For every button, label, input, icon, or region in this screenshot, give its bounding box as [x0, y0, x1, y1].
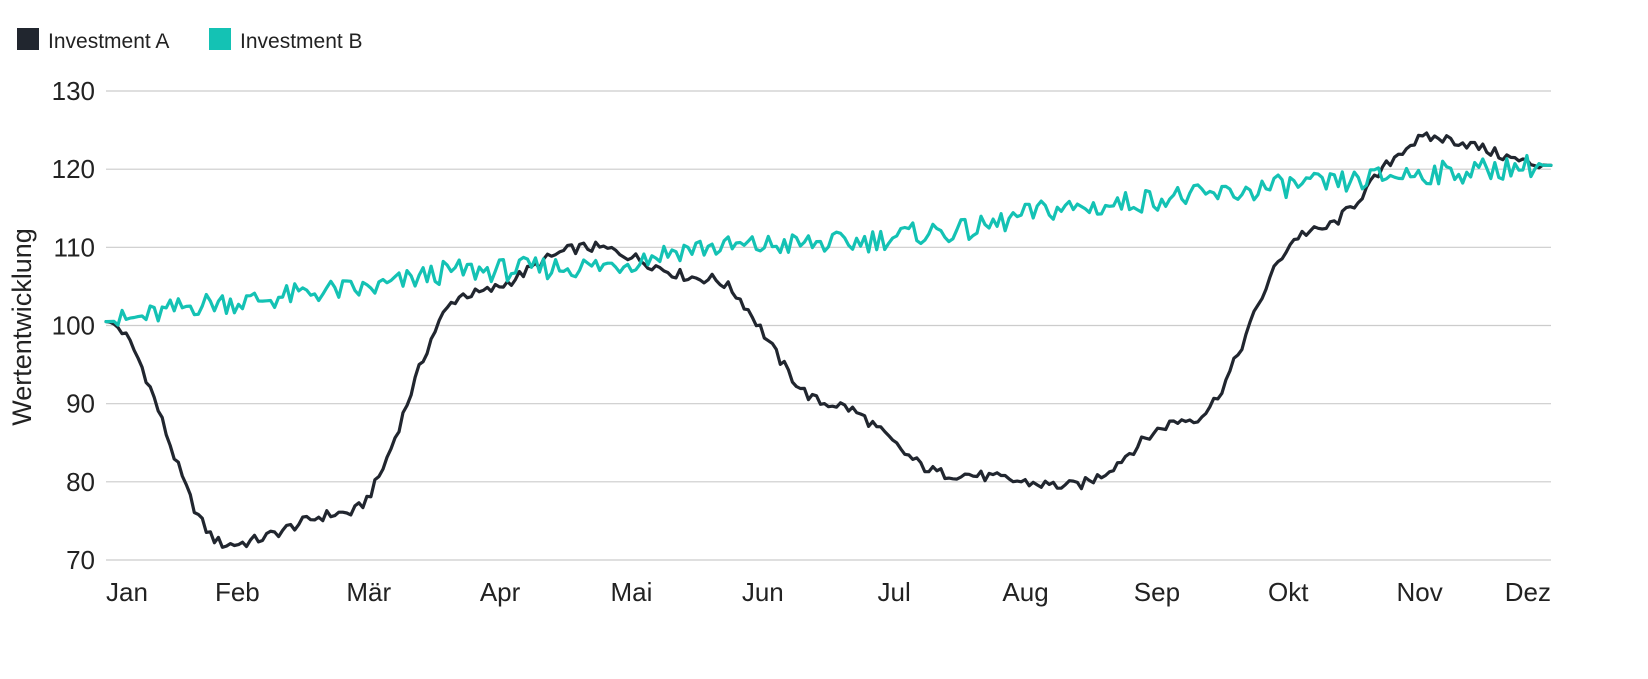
legend-swatch-investment-b [209, 28, 231, 50]
y-tick-label: 90 [66, 389, 95, 419]
y-tick-label: 130 [52, 76, 95, 106]
x-tick-label: Feb [215, 577, 260, 607]
x-tick-label: Okt [1268, 577, 1309, 607]
y-tick-label: 120 [52, 154, 95, 184]
x-tick-label: Nov [1397, 577, 1443, 607]
x-tick-label: Mär [346, 577, 391, 607]
x-tick-label: Dez [1505, 577, 1551, 607]
x-tick-label: Apr [480, 577, 521, 607]
x-tick-label: Sep [1134, 577, 1180, 607]
x-tick-label: Jan [106, 577, 148, 607]
series-line-investment-a [104, 131, 1553, 549]
y-tick-label: 70 [66, 545, 95, 575]
legend-label-investment-a: Investment A [48, 30, 169, 53]
series-line-investment-b [104, 153, 1553, 327]
x-tick-label: Aug [1002, 577, 1048, 607]
legend-swatch-investment-a [17, 28, 39, 50]
y-tick-label: 110 [54, 232, 95, 262]
y-tick-label: 100 [52, 311, 95, 341]
x-tick-label: Jun [742, 577, 784, 607]
legend: Investment A Investment B [17, 28, 363, 53]
x-tick-label: Jul [878, 577, 911, 607]
y-axis-title: Wertentwicklung [7, 228, 37, 426]
legend-label-investment-b: Investment B [240, 30, 363, 53]
x-tick-label: Mai [611, 577, 653, 607]
y-tick-label: 80 [66, 467, 95, 497]
